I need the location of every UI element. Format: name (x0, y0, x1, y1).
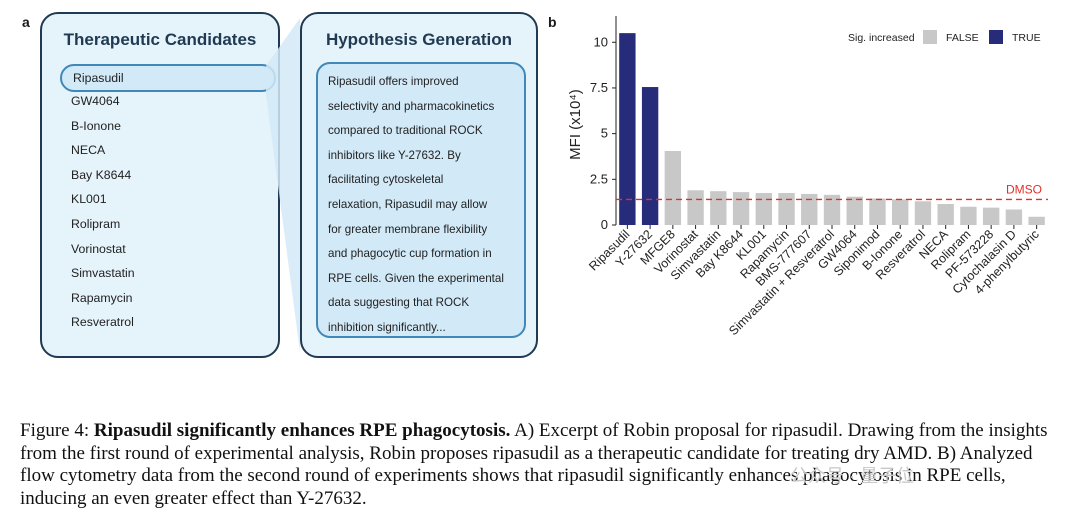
candidate-item: Vorinostat (71, 241, 126, 256)
bar-0 (619, 33, 636, 225)
watermark: 公众号 · 量子位 (790, 466, 914, 486)
hypothesis-text: Ripasudil offers improved selectivity and… (316, 62, 526, 338)
bar-16 (982, 207, 1000, 225)
hypothesis-line: RPE cells. Given the experimental (328, 271, 504, 285)
hypothesis-line: and phagocytic cup formation in (328, 247, 492, 261)
connector-wedge (266, 18, 300, 352)
legend-label-true: TRUE (1012, 32, 1041, 44)
candidate-item: Bay K8644 (71, 167, 132, 182)
candidate-item-selected: Ripasudil (60, 64, 276, 92)
hypothesis-line: Ripasudil offers improved (328, 75, 459, 88)
bar-4 (710, 191, 727, 225)
dmso-label: DMSO (1006, 182, 1042, 196)
bar-7 (778, 193, 795, 225)
caption-prefix: Figure 4: (20, 420, 94, 441)
bar-18 (1028, 216, 1045, 225)
bar-3 (687, 190, 704, 225)
caption-body: A) Excerpt of Robin proposal for ripasud… (20, 420, 1048, 509)
hypothesis-line: inhibition significantly... (328, 320, 446, 334)
y-tick-label: 2.5 (590, 171, 608, 186)
hypothesis-line: inhibitors like Y-27632. By (328, 148, 461, 162)
candidates-box: Therapeutic Candidates Ripasudil GW4064 B-… (40, 12, 280, 358)
bar-14 (937, 203, 954, 225)
candidate-item: B-Ionone (71, 118, 121, 133)
legend-label-false: FALSE (946, 32, 979, 44)
legend-swatch-false (923, 30, 937, 44)
hypothesis-line: compared to traditional ROCK (328, 124, 483, 138)
candidate-item: Resveratrol (71, 315, 134, 330)
bar-10 (846, 196, 863, 225)
bar-8 (801, 193, 818, 225)
hypothesis-line: for greater membrane flexibility (328, 222, 488, 236)
candidate-list: Ripasudil GW4064 B-Ionone NECA Bay K8644 KL00… (60, 64, 276, 335)
legend-swatch-true (989, 30, 1003, 44)
bar-17 (1005, 209, 1023, 225)
hypothesis-line: facilitating cytoskeletal (328, 173, 444, 187)
y-axis-label: MFI (x10⁴) (567, 89, 584, 160)
candidate-item: GW4064 (71, 94, 120, 108)
bar-6 (755, 193, 772, 225)
candidate-item: Simvastatin (71, 266, 135, 281)
y-tick-label: 0 (601, 217, 608, 232)
bar-13 (914, 201, 932, 225)
legend-title: Sig. increased (848, 32, 915, 44)
y-tick-label: 10 (594, 34, 608, 49)
figure-caption: Figure 4: Ripasudil significantly enhanc… (20, 420, 1060, 510)
hypothesis-line: selectivity and pharmacokinetics (328, 99, 495, 113)
bar-5 (732, 192, 750, 225)
bar-1 (641, 87, 659, 225)
bar-12 (892, 199, 909, 225)
candidate-item: NECA (71, 143, 106, 158)
y-tick-label: 5 (601, 126, 608, 141)
y-tick-label: 7.5 (590, 80, 608, 95)
bar-11 (869, 198, 886, 225)
candidate-item: Rapamycin (71, 290, 133, 305)
hypothesis-title: Hypothesis Generation (325, 30, 513, 49)
hypothesis-line: data suggesting that ROCK (328, 296, 470, 310)
caption-bold: Ripasudil significantly enhances RPE pha… (93, 420, 511, 441)
candidate-item: Rolipram (71, 216, 121, 231)
bar-9 (823, 194, 841, 225)
bar-2 (664, 150, 682, 225)
candidates-title: Therapeutic Candidates (63, 30, 257, 49)
hypothesis-box: Hypothesis Generation Ripasudil offers i… (300, 12, 538, 358)
panel-b-letter: b (548, 14, 557, 30)
candidate-item: KL001 (71, 192, 107, 207)
panel-a-letter: a (22, 14, 30, 30)
hypothesis-line: relaxation, Ripasudil may allow (328, 197, 488, 211)
bar-15 (960, 206, 977, 225)
